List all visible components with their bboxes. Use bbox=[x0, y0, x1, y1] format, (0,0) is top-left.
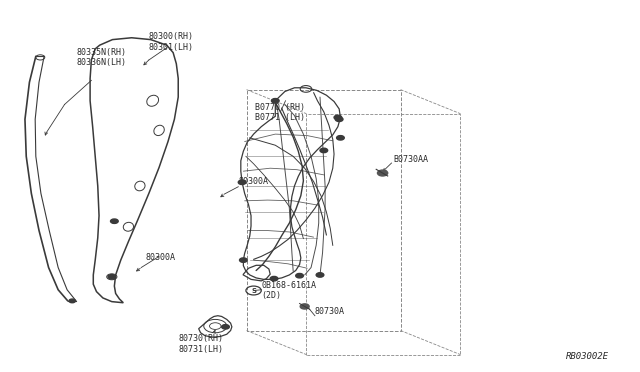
Circle shape bbox=[335, 117, 343, 122]
Text: B0770 (RH)
B0771 (LH): B0770 (RH) B0771 (LH) bbox=[255, 103, 305, 122]
Text: 80300A: 80300A bbox=[145, 253, 175, 262]
Text: 80335N(RH)
80336N(LH): 80335N(RH) 80336N(LH) bbox=[76, 48, 126, 67]
Circle shape bbox=[300, 304, 309, 309]
Circle shape bbox=[334, 115, 342, 120]
Text: 80730(RH)
80731(LH): 80730(RH) 80731(LH) bbox=[178, 334, 223, 354]
Text: S: S bbox=[251, 288, 256, 294]
Circle shape bbox=[316, 273, 324, 277]
Text: 80300A: 80300A bbox=[238, 177, 268, 186]
Circle shape bbox=[239, 258, 247, 262]
Text: 80730A: 80730A bbox=[315, 307, 345, 317]
Circle shape bbox=[270, 276, 278, 281]
Circle shape bbox=[320, 148, 328, 153]
Circle shape bbox=[296, 273, 303, 278]
Circle shape bbox=[337, 136, 344, 140]
Circle shape bbox=[238, 180, 246, 185]
Circle shape bbox=[108, 275, 116, 279]
Circle shape bbox=[378, 170, 388, 176]
Text: RB03002E: RB03002E bbox=[566, 352, 609, 361]
Text: 80300(RH)
80301(LH): 80300(RH) 80301(LH) bbox=[149, 32, 194, 52]
Circle shape bbox=[271, 99, 279, 103]
Circle shape bbox=[69, 299, 76, 303]
Text: 0B168-6161A
(2D): 0B168-6161A (2D) bbox=[261, 281, 316, 300]
Circle shape bbox=[221, 325, 229, 329]
Circle shape bbox=[111, 219, 118, 224]
Text: B0730AA: B0730AA bbox=[394, 155, 428, 164]
